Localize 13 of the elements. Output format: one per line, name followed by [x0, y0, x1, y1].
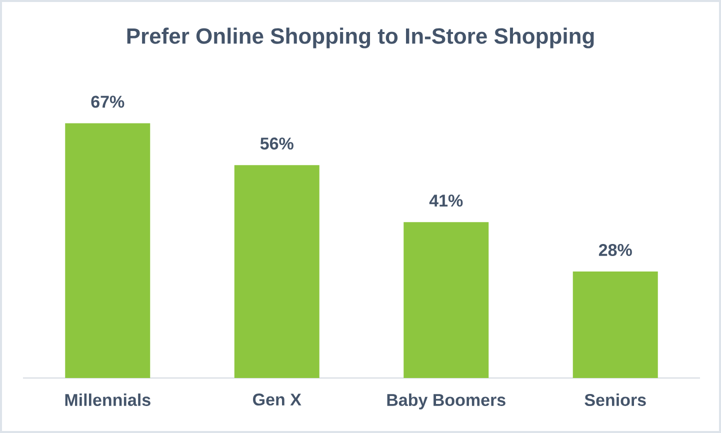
data-label: 41%: [429, 194, 463, 207]
x-tick-label: Millennials: [65, 394, 150, 406]
x-tick-label: Baby Boomers: [387, 394, 506, 410]
bar: [65, 123, 150, 378]
data-label: 56%: [260, 138, 294, 150]
bar: [572, 272, 658, 378]
data-label: 67%: [91, 96, 124, 108]
bar: [404, 222, 489, 378]
bar: [234, 165, 320, 378]
x-tick-label: Seniors: [584, 394, 646, 406]
data-label: 28%: [598, 244, 632, 256]
chart-title: Prefer Online Shopping to In-Store Shopping: [127, 28, 594, 48]
x-tick-label: Gen X: [253, 394, 302, 406]
